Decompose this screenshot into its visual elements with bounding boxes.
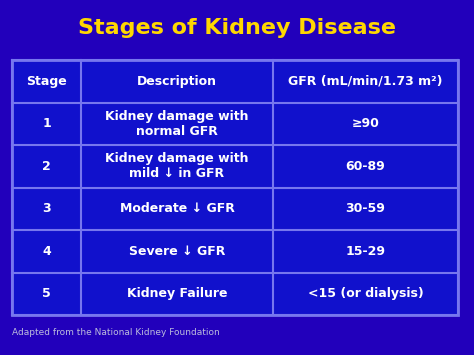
Text: Moderate ↓ GFR: Moderate ↓ GFR — [119, 202, 235, 215]
Bar — [12, 60, 458, 315]
Text: 30-59: 30-59 — [346, 202, 385, 215]
Text: Kidney Failure: Kidney Failure — [127, 287, 227, 300]
Text: 3: 3 — [42, 202, 51, 215]
Text: GFR (mL/min/1.73 m²): GFR (mL/min/1.73 m²) — [288, 75, 443, 88]
Text: Description: Description — [137, 75, 217, 88]
Text: 60-89: 60-89 — [346, 160, 385, 173]
Text: 4: 4 — [42, 245, 51, 258]
Text: Severe ↓ GFR: Severe ↓ GFR — [129, 245, 225, 258]
Text: 5: 5 — [42, 287, 51, 300]
Text: 1: 1 — [42, 117, 51, 130]
Text: Stage: Stage — [26, 75, 67, 88]
Text: <15 (or dialysis): <15 (or dialysis) — [308, 287, 423, 300]
Text: Stages of Kidney Disease: Stages of Kidney Disease — [78, 18, 396, 38]
Text: Kidney damage with
mild ↓ in GFR: Kidney damage with mild ↓ in GFR — [105, 152, 249, 180]
Text: Kidney damage with
normal GFR: Kidney damage with normal GFR — [105, 110, 249, 138]
Text: Adapted from the National Kidney Foundation: Adapted from the National Kidney Foundat… — [12, 328, 220, 337]
Text: 15-29: 15-29 — [346, 245, 385, 258]
Text: ≥90: ≥90 — [352, 117, 379, 130]
Text: 2: 2 — [42, 160, 51, 173]
Bar — [12, 60, 458, 315]
